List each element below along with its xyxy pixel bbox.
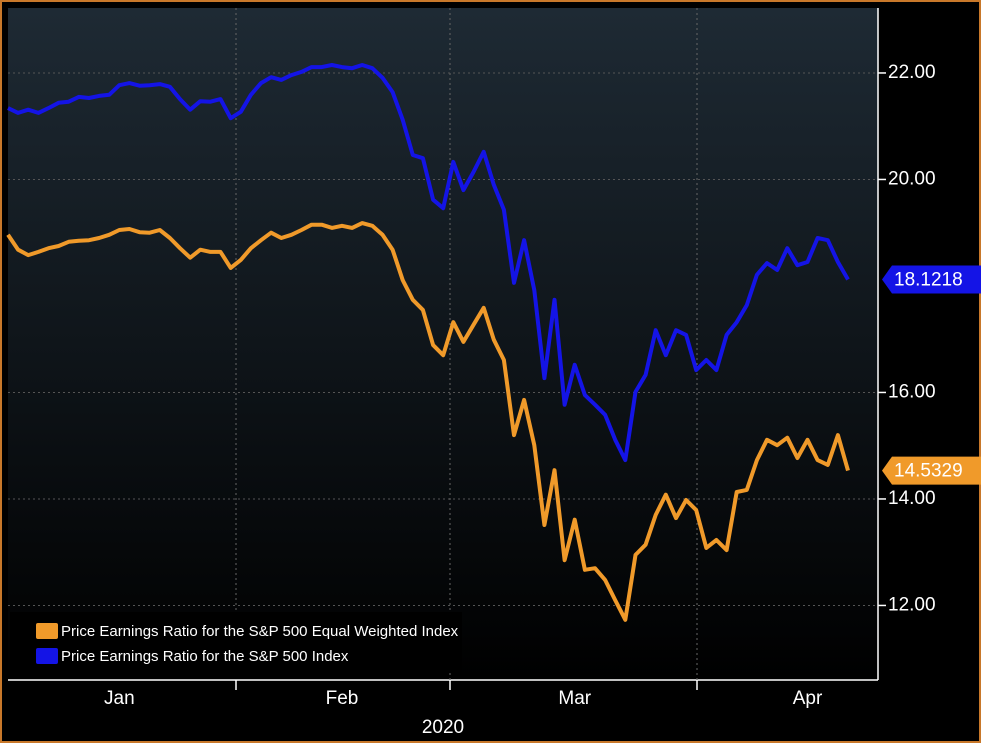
- x-tick-label: Feb: [326, 688, 359, 709]
- x-tick-label: Jan: [104, 688, 135, 709]
- x-tick-label: Mar: [558, 688, 591, 709]
- legend: Price Earnings Ratio for the S&P 500 Equ…: [10, 612, 462, 672]
- last-value-tag: [882, 456, 981, 485]
- legend-label: Price Earnings Ratio for the S&P 500 Ind…: [61, 648, 349, 665]
- line-series: [6, 221, 850, 622]
- legend-box: [10, 612, 462, 672]
- y-tick-label: 22.00: [888, 62, 936, 83]
- month-separators: [235, 8, 698, 680]
- x-tick-label: Apr: [793, 688, 823, 709]
- legend-swatch: [36, 648, 58, 664]
- month-ticks: [235, 680, 698, 690]
- y-tick-label: 16.00: [888, 381, 936, 402]
- last-value-tag: [882, 265, 981, 294]
- legend-label: Price Earnings Ratio for the S&P 500 Equ…: [61, 623, 459, 640]
- plot-area: [8, 8, 878, 680]
- last-value-label: 18.1218: [894, 269, 963, 290]
- y-tick-label: 12.00: [888, 594, 936, 615]
- last-value-label: 14.5329: [894, 461, 963, 482]
- x-axis-label: 2020: [422, 717, 464, 738]
- y-tick-label: 20.00: [888, 168, 936, 189]
- y-tick-label: 14.00: [888, 488, 936, 509]
- legend-swatch: [36, 623, 58, 639]
- line-series: [7, 63, 850, 463]
